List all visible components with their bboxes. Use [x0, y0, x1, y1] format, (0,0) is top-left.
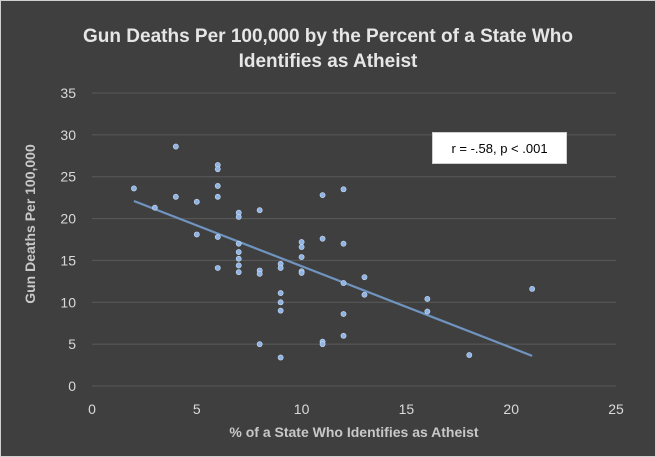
data-point: [235, 213, 242, 220]
y-tick-label: 10: [60, 294, 76, 310]
y-tick-label: 15: [60, 252, 76, 268]
chart-title-line-2: Identifies as Atheist: [238, 51, 418, 72]
data-point: [235, 255, 242, 262]
y-tick-label: 25: [60, 169, 76, 185]
y-tick-label: 20: [60, 211, 76, 227]
y-axis-label: Gun Deaths Per 100,000: [22, 144, 38, 304]
data-point: [193, 198, 200, 205]
data-point: [319, 192, 326, 199]
data-point: [193, 231, 200, 238]
data-point: [214, 166, 221, 173]
data-point: [131, 185, 137, 192]
chart-title-line-1: Gun Deaths Per 100,000 by the Percent of…: [83, 26, 573, 47]
x-tick-label: 0: [88, 401, 96, 417]
y-tick-label: 35: [60, 85, 76, 101]
y-tick-label: 30: [60, 127, 76, 143]
data-point: [466, 352, 473, 358]
data-point: [172, 143, 179, 150]
data-point: [298, 270, 305, 276]
data-point: [361, 274, 368, 281]
data-point: [424, 296, 431, 302]
data-point: [277, 354, 284, 361]
data-point: [277, 265, 284, 271]
data-point: [235, 269, 242, 276]
data-point: [277, 290, 284, 296]
data-point: [214, 234, 221, 240]
data-point: [361, 291, 368, 298]
x-tick-label: 25: [608, 401, 624, 417]
data-point: [529, 285, 536, 292]
x-axis-label: % of a State Who Identifies as Atheist: [229, 424, 479, 440]
data-point: [298, 244, 305, 250]
x-tick-label: 5: [193, 401, 201, 417]
y-tick-label: 0: [68, 378, 76, 394]
data-point: [277, 299, 284, 306]
data-point: [277, 307, 284, 314]
data-point: [214, 183, 221, 189]
data-point: [151, 204, 158, 211]
data-point: [214, 265, 221, 271]
data-point: [340, 240, 347, 247]
data-point: [298, 239, 305, 245]
correlation-annotation: r = -.58, p < .001: [432, 132, 567, 164]
trendline-group: [133, 199, 533, 357]
data-point: [424, 308, 431, 315]
data-point: [256, 270, 263, 277]
x-tick-label: 10: [294, 401, 310, 417]
y-tick-label: 5: [68, 336, 76, 352]
x-tick-label: 15: [399, 401, 415, 417]
data-points: [131, 143, 536, 361]
tick-labels: 0 5 10 15 20 25 30 35 0 5 10 15 20 25: [60, 85, 624, 417]
data-point: [235, 262, 242, 269]
data-point: [319, 341, 326, 348]
data-point: [319, 235, 326, 242]
correlation-text: r = -.58, p < .001: [451, 140, 548, 156]
data-point: [172, 193, 179, 200]
data-point: [214, 193, 221, 200]
data-point: [340, 332, 347, 339]
data-point: [235, 249, 242, 255]
data-point: [340, 280, 347, 286]
data-point: [235, 240, 242, 247]
data-point: [340, 311, 347, 317]
trendline: [133, 199, 533, 357]
x-tick-label: 20: [503, 401, 519, 417]
data-point: [298, 254, 305, 260]
data-point: [340, 186, 347, 193]
data-point: [256, 341, 263, 348]
data-point: [256, 207, 263, 214]
